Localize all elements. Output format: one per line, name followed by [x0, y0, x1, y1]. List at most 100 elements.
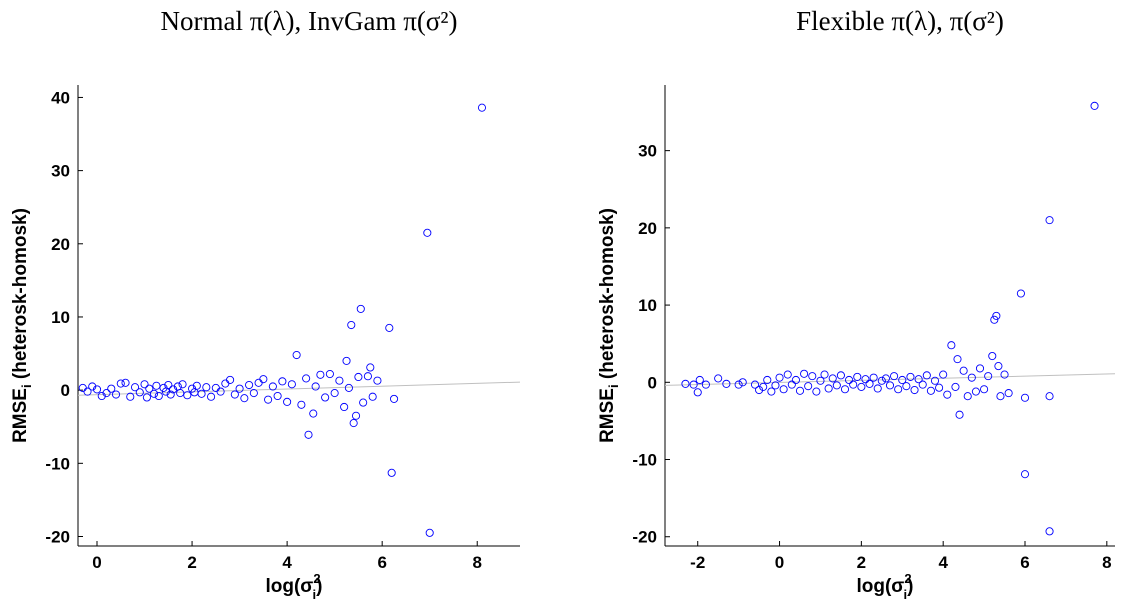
point — [857, 382, 866, 391]
point — [836, 371, 845, 380]
y-tick-label: -10 — [45, 454, 70, 473]
point — [926, 386, 935, 395]
y-tick-label: -20 — [632, 528, 657, 547]
point — [771, 381, 780, 390]
point — [164, 380, 173, 390]
point — [354, 372, 363, 382]
point — [800, 369, 809, 378]
point — [145, 384, 154, 393]
point — [107, 384, 116, 393]
point — [149, 389, 159, 398]
point — [152, 381, 161, 390]
point — [734, 380, 743, 389]
point — [689, 380, 698, 389]
x-axis-label: log(σ2 i) — [265, 571, 322, 602]
point — [226, 375, 235, 384]
point — [1020, 470, 1030, 479]
point — [849, 380, 858, 389]
point — [971, 387, 980, 396]
fit-line — [664, 373, 1116, 386]
y-tick-label: -20 — [45, 527, 70, 546]
point — [894, 385, 903, 394]
point — [340, 402, 349, 412]
point — [154, 391, 163, 401]
point — [344, 383, 353, 392]
point — [992, 311, 1001, 320]
x-tick-label: 8 — [1102, 553, 1111, 572]
point — [192, 381, 201, 390]
x-tick-label: 6 — [377, 553, 386, 572]
point — [820, 370, 829, 379]
point — [990, 315, 999, 324]
point — [877, 376, 886, 385]
point — [356, 304, 365, 313]
point — [321, 393, 330, 402]
label-sub: i — [19, 384, 34, 388]
point — [363, 372, 372, 381]
point — [750, 380, 760, 389]
point — [176, 389, 185, 398]
point — [477, 103, 487, 112]
point — [812, 387, 821, 396]
point — [373, 376, 382, 385]
y-tick-label: 10 — [51, 308, 70, 327]
point — [278, 377, 287, 386]
point — [861, 375, 870, 384]
point — [865, 379, 874, 388]
point — [273, 391, 282, 401]
point — [845, 375, 854, 385]
point — [349, 419, 358, 428]
point — [330, 389, 339, 398]
point — [824, 384, 833, 393]
point — [975, 364, 985, 373]
point — [249, 389, 258, 398]
point — [230, 390, 239, 399]
point — [216, 387, 225, 396]
point — [142, 393, 151, 402]
point — [1004, 389, 1013, 398]
point — [910, 385, 919, 395]
point — [342, 356, 351, 365]
point — [701, 380, 710, 389]
label-part: (heterosk-homosk) — [597, 208, 618, 384]
fit-line — [77, 381, 521, 396]
point — [943, 390, 952, 399]
point — [832, 381, 841, 390]
point — [202, 383, 211, 392]
point — [914, 375, 923, 384]
point — [368, 392, 377, 401]
label-sub: i — [606, 384, 621, 388]
point — [787, 380, 796, 389]
x-axis-label: log(σ2 i) — [856, 571, 913, 602]
point — [791, 375, 800, 385]
point — [304, 430, 313, 439]
point — [951, 382, 960, 391]
point — [88, 382, 97, 391]
y-tick-label: 40 — [51, 88, 70, 107]
point — [1000, 370, 1009, 379]
point — [885, 381, 895, 390]
point — [783, 370, 792, 379]
point — [1090, 101, 1099, 110]
point — [873, 384, 882, 393]
point — [767, 387, 776, 396]
point — [425, 528, 434, 537]
point — [755, 385, 764, 395]
point — [1016, 289, 1025, 298]
point — [939, 370, 948, 379]
point — [695, 375, 704, 385]
label-sub: i — [313, 587, 317, 602]
point — [111, 390, 121, 399]
point — [759, 382, 768, 391]
label-part: RMSE — [10, 388, 31, 443]
point — [92, 385, 102, 394]
point — [178, 380, 187, 389]
point — [268, 382, 277, 391]
point — [840, 385, 850, 394]
y-tick-label: -10 — [632, 451, 657, 470]
chart-title: Flexible π(λ), π(σ²) — [796, 6, 1004, 36]
point — [930, 376, 940, 385]
x-tick-label: -2 — [690, 553, 705, 572]
point — [996, 392, 1005, 401]
point — [259, 375, 268, 384]
